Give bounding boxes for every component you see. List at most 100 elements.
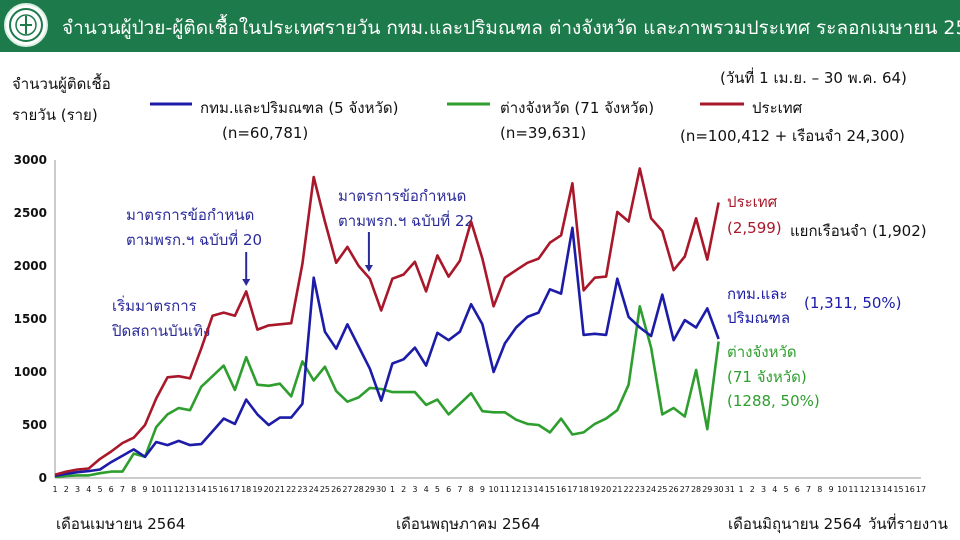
x-tick-label: 9 [480,485,485,494]
series-line-country [54,167,720,477]
x-tick-label: 30 [376,485,386,494]
x-tick-label: 11 [848,485,858,494]
end-label-prov-line2: (71 จังหวัด) [727,368,807,386]
x-tick-label: 29 [702,485,712,494]
x-tick-label: 14 [882,485,892,494]
x-tick-label: 12 [860,485,870,494]
x-tick-label: 20 [601,485,611,494]
x-tick-label: 30 [713,485,723,494]
x-tick-label: 24 [309,485,319,494]
x-tick-label: 17 [567,485,577,494]
x-axis-label: วันที่รายงาน [868,515,948,533]
annotation-3-line2: ตามพรก.ฯ ฉบับที่ 22 [338,212,475,230]
x-tick-label: 2 [401,485,406,494]
x-tick-label: 13 [522,485,532,494]
x-tick-label: 15 [207,485,217,494]
date-range: (วันที่ 1 เม.ย. – 30 พ.ค. 64) [720,69,907,87]
x-tick-label: 1 [739,485,744,494]
y-tick-label: 3000 [14,153,47,167]
x-tick-label: 25 [320,485,330,494]
x-tick-label: 15 [893,485,903,494]
end-label-prov-value: (1288, 50%) [727,392,820,410]
x-tick-label: 3 [412,485,417,494]
x-tick-label: 16 [905,485,915,494]
x-tick-label: 7 [806,485,811,494]
x-tick-label: 27 [342,485,352,494]
health-ministry-seal-icon [4,3,48,47]
end-label-bkk-line1: กทม.และ [727,285,788,303]
x-tick-label: 31 [725,485,735,494]
month-label-june: เดือนมิถุนายน 2564 [728,515,862,533]
legend-country-label: ประเทศ [752,99,803,117]
x-tick-label: 9 [142,485,147,494]
x-tick-label: 10 [837,485,847,494]
end-label-prov-line1: ต่างจังหวัด [727,343,797,361]
x-tick-label: 26 [668,485,678,494]
x-tick-label: 5 [783,485,788,494]
x-tick-label: 6 [109,485,114,494]
x-tick-label: 21 [612,485,622,494]
end-label-bkk-value: (1,311, 50%) [804,294,902,312]
x-tick-label: 23 [297,485,307,494]
end-label-country: ประเทศ [727,193,778,211]
x-tick-label: 2 [750,485,755,494]
annotation-3-arrow-head [364,265,373,272]
x-tick-label: 10 [151,485,161,494]
annotation-3-line1: มาตรการข้อกำหนด [338,187,467,205]
x-tick-label: 7 [120,485,125,494]
end-label-bkk-line2: ปริมณฑล [727,309,791,327]
x-tick-label: 16 [556,485,566,494]
x-tick-label: 8 [469,485,474,494]
x-tick-label: 20 [264,485,274,494]
series-line-prov [54,304,720,479]
x-tick-label: 8 [817,485,822,494]
x-tick-label: 17 [916,485,926,494]
x-tick-label: 1 [52,485,57,494]
x-tick-label: 29 [365,485,375,494]
x-tick-label: 5 [97,485,102,494]
y-tick-label: 1500 [14,312,47,326]
x-tick-label: 6 [795,485,800,494]
x-tick-label: 18 [579,485,589,494]
x-tick-label: 18 [241,485,251,494]
y-axis-label-line1: จำนวนผู้ติดเชื้อ [12,75,111,93]
x-tick-label: 26 [331,485,341,494]
x-tick-label: 14 [196,485,206,494]
x-tick-label: 10 [489,485,499,494]
x-tick-label: 27 [680,485,690,494]
x-tick-label: 24 [646,485,656,494]
x-tick-label: 8 [131,485,136,494]
x-tick-label: 12 [174,485,184,494]
month-label-april: เดือนเมษายน 2564 [56,515,186,533]
end-label-country-prison: แยกเรือนจำ (1,902) [790,222,927,240]
header-bar: จำนวนผู้ป่วย-ผู้ติดเชื้อในประเทศรายวัน ก… [0,0,960,52]
x-tick-label: 12 [511,485,521,494]
page-title: จำนวนผู้ป่วย-ผู้ติดเชื้อในประเทศรายวัน ก… [62,17,960,39]
legend-bkk-label: กทม.และปริมณฑล (5 จังหวัด) [200,99,399,117]
annotation-1-line2: ปิดสถานบันเทิง [112,322,211,340]
x-tick-label: 22 [286,485,296,494]
month-label-may: เดือนพฤษภาคม 2564 [396,515,541,533]
x-tick-label: 14 [534,485,544,494]
y-axis-label-line2: รายวัน (ราย) [12,106,98,124]
x-tick-label: 4 [772,485,777,494]
legend-bkk-n: (n=60,781) [222,124,309,142]
x-tick-label: 25 [657,485,667,494]
x-tick-label: 22 [623,485,633,494]
x-tick-label: 5 [435,485,440,494]
x-tick-label: 9 [828,485,833,494]
x-tick-label: 13 [185,485,195,494]
x-tick-label: 7 [457,485,462,494]
x-tick-label: 16 [219,485,229,494]
end-label-country-value: (2,599) [727,219,782,237]
series-line-bkk [54,226,720,478]
x-tick-label: 2 [64,485,69,494]
x-tick-label: 11 [500,485,510,494]
y-tick-label: 2000 [14,259,47,273]
x-tick-label: 3 [761,485,766,494]
legend-country-n: (n=100,412 + เรือนจำ 24,300) [680,127,905,145]
x-tick-label: 15 [545,485,555,494]
x-tick-label: 21 [275,485,285,494]
x-tick-label: 3 [75,485,80,494]
